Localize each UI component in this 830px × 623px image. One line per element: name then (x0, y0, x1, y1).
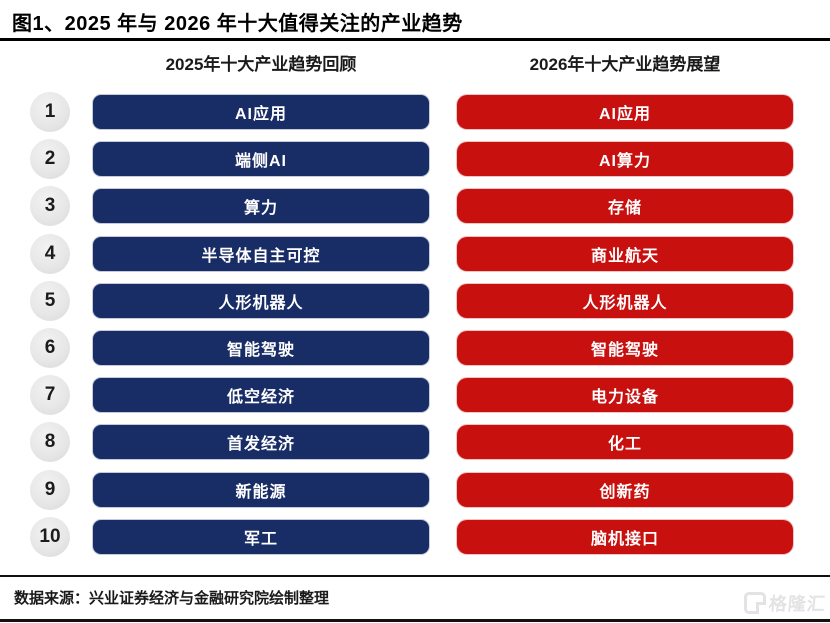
trend-2025-bar: 首发经济 (93, 425, 429, 459)
trend-row-2: 2 端侧AI AI算力 (0, 139, 830, 182)
trend-row-3: 3 算力 存储 (0, 186, 830, 229)
trend-row-9: 9 新能源 创新药 (0, 470, 830, 513)
trend-row-4: 4 半导体自主可控 商业航天 (0, 234, 830, 277)
trend-row-5: 5 人形机器人 人形机器人 (0, 281, 830, 324)
trend-2025-bar: 端侧AI (93, 142, 429, 176)
trend-row-1: 1 AI应用 AI应用 (0, 92, 830, 135)
data-source-note: 数据来源：兴业证券经济与金融研究院绘制整理 (14, 590, 330, 607)
column-header-2026: 2026年十大产业趋势展望 (529, 55, 721, 74)
trend-2026-bar: AI应用 (457, 95, 793, 129)
trend-2026-bar: 商业航天 (457, 237, 793, 271)
rank-badge: 9 (30, 470, 70, 510)
watermark-brand-text: 格隆汇 (767, 594, 827, 614)
figure-title: 图1、2025 年与 2026 年十大值得关注的产业趋势 (12, 13, 463, 35)
rank-badge: 2 (30, 139, 70, 179)
trend-row-8: 8 首发经济 化工 (0, 422, 830, 465)
gelonghui-logo-icon (744, 592, 766, 614)
bottom-border (0, 619, 830, 622)
trend-row-6: 6 智能驾驶 智能驾驶 (0, 328, 830, 371)
trend-2026-bar: 存储 (457, 189, 793, 223)
title-divider (0, 38, 830, 41)
rank-badge: 1 (30, 92, 70, 132)
rank-badge: 5 (30, 281, 70, 321)
trend-2026-bar: 创新药 (457, 473, 793, 507)
trend-2026-bar: 人形机器人 (457, 284, 793, 318)
trend-2025-bar: 人形机器人 (93, 284, 429, 318)
trend-2026-bar: 电力设备 (457, 378, 793, 412)
trend-2026-bar: 脑机接口 (457, 520, 793, 554)
rank-badge: 4 (30, 234, 70, 274)
trend-2026-bar: AI算力 (457, 142, 793, 176)
trend-2025-bar: 军工 (93, 520, 429, 554)
rank-badge: 6 (30, 328, 70, 368)
gelonghui-watermark: 格隆汇 (744, 591, 827, 615)
rank-badge: 3 (30, 186, 70, 226)
trend-row-7: 7 低空经济 电力设备 (0, 375, 830, 418)
trend-2025-bar: 低空经济 (93, 378, 429, 412)
logo-tail (756, 602, 766, 614)
trend-row-10: 10 军工 脑机接口 (0, 517, 830, 560)
rank-badge: 10 (30, 517, 70, 557)
rank-badge: 7 (30, 375, 70, 415)
trend-2025-bar: AI应用 (93, 95, 429, 129)
column-header-2025: 2025年十大产业趋势回顾 (165, 55, 357, 74)
trend-2026-bar: 智能驾驶 (457, 331, 793, 365)
trend-2025-bar: 半导体自主可控 (93, 237, 429, 271)
rank-badge: 8 (30, 422, 70, 462)
trend-2025-bar: 算力 (93, 189, 429, 223)
trend-2025-bar: 智能驾驶 (93, 331, 429, 365)
footer-divider (0, 575, 830, 577)
trend-2026-bar: 化工 (457, 425, 793, 459)
trend-2025-bar: 新能源 (93, 473, 429, 507)
